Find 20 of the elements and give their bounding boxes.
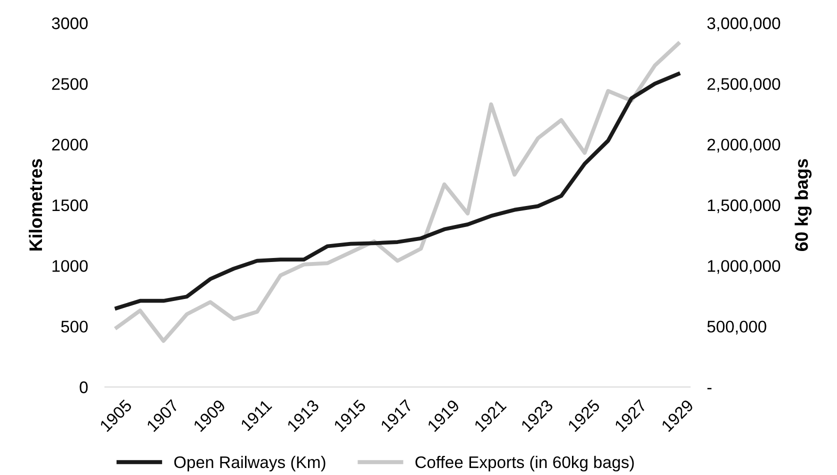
y-axis-title: Kilometres (28, 159, 42, 250)
y2-tick-label: 2,000,000 (708, 138, 780, 153)
legend-label: Coffee Exports (in 60kg bags) (415, 456, 634, 472)
y-tick-label: 2000 (52, 138, 88, 151)
line-series (114, 42, 680, 343)
y2-tick-label: 1,000,000 (708, 260, 780, 274)
y-tick-label: 0 (80, 381, 88, 394)
y2-tick-label: 500,000 (707, 320, 766, 335)
legend-label: Open Railways (Km) (174, 456, 326, 472)
y-tick-label: 1500 (52, 199, 88, 212)
y2-tick-label: 3,000,000 (707, 17, 780, 32)
y-tick-label: 1000 (52, 260, 88, 272)
y2-tick-label: 2,500,000 (708, 78, 780, 92)
y-tick-label: 3000 (52, 17, 88, 30)
y-tick-label: 500 (61, 320, 88, 333)
y2-tick-label: 1,500,000 (708, 199, 780, 214)
line-series (114, 72, 680, 310)
y2-axis-title: 60 kg bags (794, 159, 812, 251)
y2-tick-label: - (707, 388, 712, 390)
y-tick-label: 2500 (52, 78, 88, 90)
